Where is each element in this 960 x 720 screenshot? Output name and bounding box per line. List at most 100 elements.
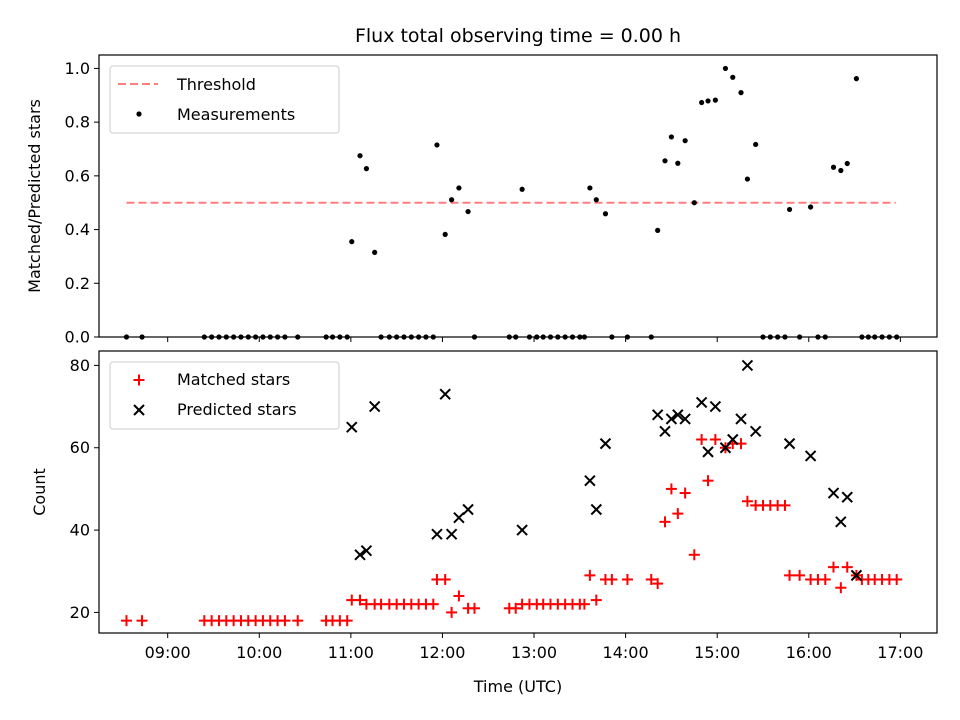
measurement-point	[730, 74, 736, 80]
predicted-point-b	[835, 516, 847, 528]
count-ytick-label: 80	[70, 356, 90, 375]
measurement-point	[782, 334, 788, 340]
count-xtick-label: 09:00	[145, 643, 191, 662]
matched-point	[427, 598, 439, 610]
measurement-point	[682, 138, 688, 144]
measurement-point	[577, 334, 583, 340]
predicted-point-b	[804, 450, 817, 462]
predicted-point-b	[445, 528, 458, 540]
measurement-point	[562, 334, 568, 340]
predicted-point-b	[590, 503, 603, 516]
measurement-point	[434, 142, 440, 148]
matched-point	[784, 569, 796, 581]
ratio-panel: 0.0 0.2 0.4 0.6 0.8 1.0 Matched/Predicted sta…	[25, 54, 938, 347]
predicted-point-b	[599, 437, 612, 450]
measurement-point	[705, 98, 711, 104]
measurement-point	[865, 334, 871, 340]
measurement-point	[722, 65, 729, 72]
predicted-point	[749, 425, 762, 437]
measurement-point	[329, 334, 336, 340]
matched-point	[341, 615, 353, 627]
measurement-point	[859, 334, 865, 340]
matched-point	[584, 569, 596, 581]
ratio-ytick-label: 0.8	[65, 113, 90, 132]
predicted-point	[590, 503, 603, 516]
matched-point	[672, 508, 684, 520]
count-xtick-label: 12:00	[419, 643, 465, 662]
matched-point	[659, 516, 671, 528]
count-xtick-label: 14:00	[603, 643, 649, 662]
count-xtick-label: 13:00	[511, 643, 557, 662]
count-x-ticks: 09:00 10:00 11:00 12:00 13:00 14:00 15:00 16:00…	[145, 633, 923, 662]
ratio-ytick-label: 1.0	[65, 59, 90, 78]
predicted-point-b	[462, 503, 474, 516]
measurement-point	[344, 334, 350, 340]
measurement-point	[555, 334, 561, 340]
predicted-point	[679, 413, 691, 425]
ratio-legend-box	[109, 65, 340, 134]
predicted-point	[453, 512, 465, 524]
predicted-point	[835, 516, 847, 528]
measurement-point	[767, 334, 773, 340]
matched-point	[645, 573, 657, 585]
predicted-point	[850, 569, 863, 582]
predicted-point-b	[360, 544, 373, 557]
predicted-point	[516, 524, 528, 536]
measurement-point	[760, 334, 766, 340]
measurement-point	[753, 141, 759, 148]
predicted-point-b	[850, 569, 863, 582]
predicted-point	[804, 450, 817, 462]
x-axis-label: Time (UTC)	[473, 677, 562, 696]
measurement-point	[587, 185, 593, 191]
matched-point	[292, 615, 304, 627]
measurement-point	[139, 334, 145, 340]
count-ytick-label: 60	[70, 438, 90, 457]
measurement-point	[786, 206, 793, 213]
measurement-point	[853, 76, 860, 82]
measurement-point	[844, 160, 850, 167]
measurement-point	[547, 334, 554, 340]
count-xtick-label: 16:00	[786, 643, 832, 662]
measurement-point	[209, 334, 215, 340]
measurement-point	[838, 167, 844, 174]
predicted-point	[665, 413, 678, 425]
measurement-point	[357, 153, 363, 159]
predicted-point-b	[735, 413, 747, 425]
ratio-ytick-label: 0.2	[65, 274, 90, 293]
measurement-point	[569, 334, 576, 340]
measurement-point	[282, 334, 288, 340]
threshold-legend-label: Threshold	[176, 75, 256, 94]
matched-point	[702, 475, 714, 487]
matched-point	[510, 602, 522, 614]
measurement-point	[534, 334, 540, 340]
measurement-point	[416, 334, 422, 340]
ratio-x-ticks	[167, 337, 901, 342]
matched-point	[354, 594, 366, 606]
matched-point	[741, 495, 753, 507]
matched-point	[279, 615, 291, 627]
measurement-point	[216, 334, 222, 340]
matched-point	[794, 569, 806, 581]
predicted-point-b	[651, 409, 664, 421]
predicted-point	[783, 437, 796, 450]
predicted-point	[702, 446, 714, 458]
measurement-point	[655, 227, 661, 233]
measurement-point	[401, 334, 407, 340]
matched-point	[819, 573, 831, 585]
predicted-legend-marker	[133, 404, 145, 416]
measurement-point	[372, 249, 378, 255]
measurement-point	[471, 334, 478, 340]
matched-point	[652, 578, 664, 590]
measurement-point	[526, 334, 533, 340]
predicted-point-b	[368, 400, 381, 413]
matched-point	[453, 590, 465, 602]
predicted-point	[462, 503, 474, 516]
measurement-point	[775, 334, 781, 340]
measurement-point	[430, 334, 436, 340]
measurement-point	[712, 97, 718, 103]
predicted-point-b	[749, 425, 762, 437]
measurement-point	[267, 334, 273, 340]
ratio-ytick-label: 0.6	[65, 166, 90, 185]
measurement-point	[602, 211, 609, 217]
predicted-point	[445, 528, 458, 540]
